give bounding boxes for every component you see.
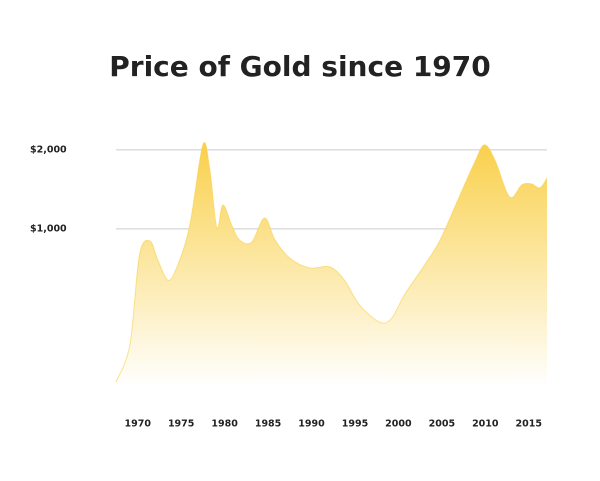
x-tick-label: 1975 <box>168 419 194 430</box>
y-tick-label: $1,000 <box>30 223 67 234</box>
area-line <box>115 142 548 383</box>
x-tick-label: 1970 <box>124 419 151 430</box>
x-tick-label: 2010 <box>472 419 499 430</box>
chart-title: Price of Gold since 1970 <box>109 50 491 83</box>
x-tick-label: 2015 <box>516 419 542 430</box>
x-tick-label: 1985 <box>255 419 281 430</box>
x-tick-label: 2000 <box>385 419 412 430</box>
x-tick-label: 1980 <box>211 419 238 430</box>
x-tick-label: 1995 <box>342 419 368 430</box>
x-tick-label: 1990 <box>298 419 325 430</box>
x-tick-label: 2005 <box>429 419 455 430</box>
area <box>116 142 547 387</box>
y-tick-label: $2,000 <box>30 144 67 155</box>
